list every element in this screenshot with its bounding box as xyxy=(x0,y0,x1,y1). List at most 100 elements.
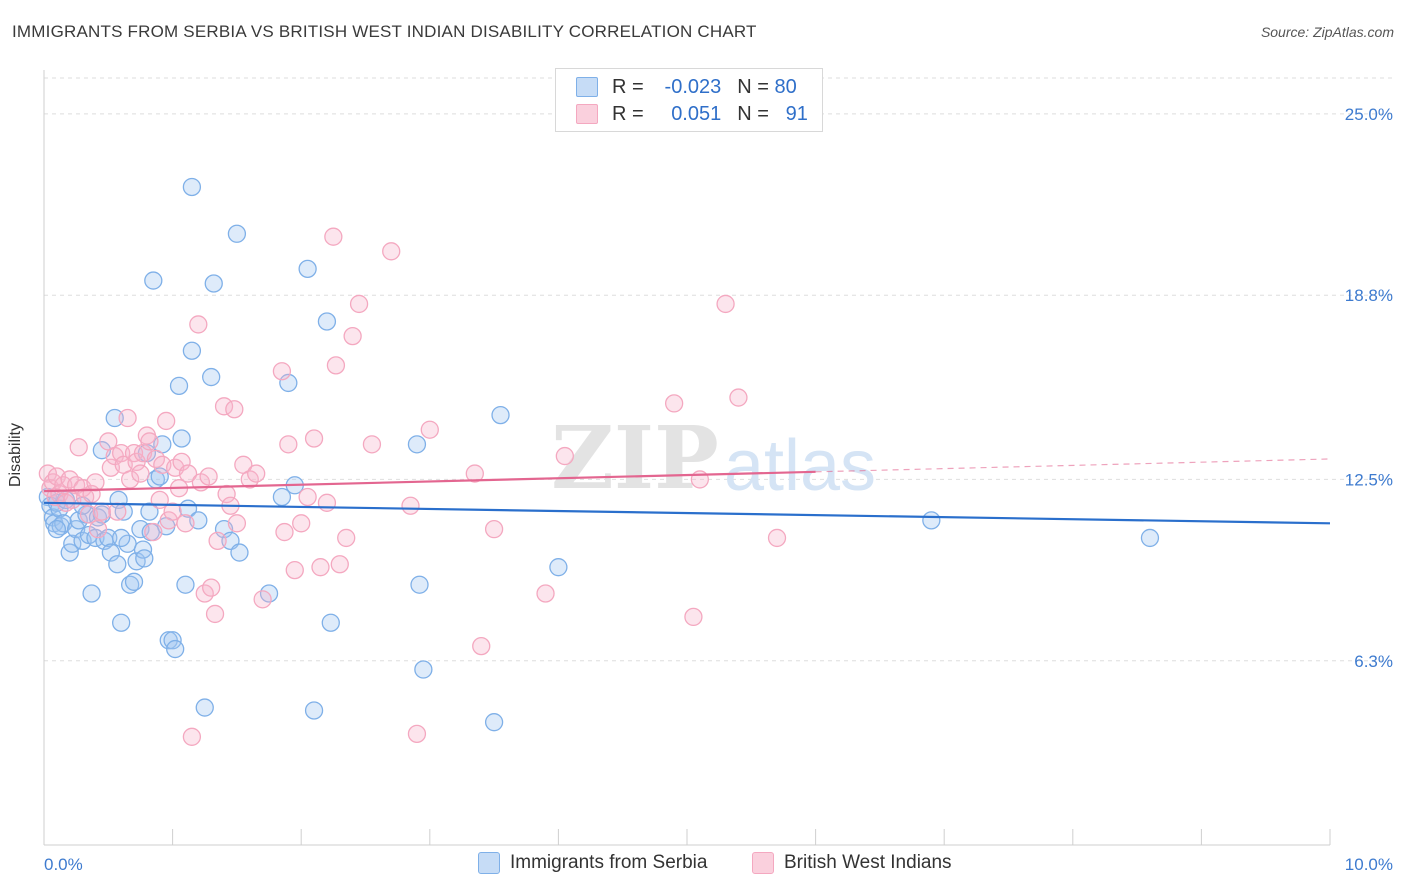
bwi-point xyxy=(362,435,382,454)
bwi-point xyxy=(382,242,401,261)
serbia-point xyxy=(47,520,67,539)
serbia-point xyxy=(108,555,127,574)
legend-item-bwi: British West Indians xyxy=(752,852,952,874)
watermark: ZIP atlas xyxy=(551,408,876,509)
x-tick-label: 0.0% xyxy=(44,855,83,874)
bwi-point xyxy=(407,724,427,744)
serbia-point xyxy=(922,511,941,530)
bwi-point xyxy=(92,502,112,521)
bwi-point xyxy=(285,560,304,580)
bwi-point xyxy=(131,464,150,483)
serbia-point xyxy=(112,613,131,632)
bwi-point xyxy=(465,464,484,483)
bwi-point xyxy=(176,514,195,533)
legend-label-serbia: Immigrants from Serbia xyxy=(510,852,708,873)
serbia-point xyxy=(135,549,154,568)
bwi-point xyxy=(118,408,137,428)
legend-r-value: 0.051 xyxy=(671,102,722,125)
serbia-point xyxy=(484,713,504,732)
y-tick-label: 12.5% xyxy=(1345,470,1393,489)
watermark-atlas: atlas xyxy=(724,426,876,506)
stats-legend: R = -0.023 N = 80 R = 0.051 N = 91 xyxy=(555,68,823,132)
bwi-point xyxy=(253,590,272,609)
bwi-point xyxy=(304,429,324,448)
bwi-point xyxy=(247,464,266,483)
serbia-point xyxy=(298,259,317,279)
bwi-point xyxy=(343,326,362,346)
serbia-point xyxy=(204,274,223,293)
serbia-point xyxy=(176,575,195,594)
bwi-point xyxy=(199,467,218,486)
bwi-point xyxy=(298,487,317,507)
bwi-point xyxy=(208,531,227,550)
legend-n-label: N = xyxy=(737,102,769,125)
serbia-point xyxy=(169,376,189,395)
bwi-trend-line xyxy=(43,470,816,493)
y-tick-label: 25.0% xyxy=(1345,105,1393,124)
bwi-point xyxy=(88,520,108,539)
bwi-point xyxy=(767,528,787,548)
bwi-point xyxy=(178,464,198,483)
bwi-point xyxy=(157,411,176,431)
serbia-trend-line xyxy=(43,501,1331,525)
y-tick-label: 18.8% xyxy=(1345,286,1393,305)
bwi-point xyxy=(311,558,330,577)
serbia-point xyxy=(321,613,340,632)
bwi-point xyxy=(86,473,105,492)
bwi-point xyxy=(536,584,555,603)
bwi-point xyxy=(330,555,349,574)
serbia-point xyxy=(195,698,214,717)
serbia-point xyxy=(182,177,202,197)
source-label: Source: ZipAtlas.com xyxy=(1260,24,1394,40)
bwi-point xyxy=(716,294,735,314)
serbia-point xyxy=(317,312,337,331)
serbia-point xyxy=(144,271,163,290)
bwi-point xyxy=(729,388,748,407)
serbia-point xyxy=(166,639,185,659)
bwi-point xyxy=(275,522,294,542)
bwi-point xyxy=(163,502,182,521)
bwi-point xyxy=(472,636,491,656)
bwi-point xyxy=(172,452,191,472)
serbia-point xyxy=(410,575,429,594)
serbia-point xyxy=(124,572,144,591)
bwi-point xyxy=(205,604,225,624)
serbia-point xyxy=(182,341,202,360)
bwi-point xyxy=(664,394,684,413)
x-tick-labels: 0.0% 10.0% xyxy=(44,855,1393,874)
legend-item-serbia: Immigrants from Serbia xyxy=(478,852,707,874)
serbia-point xyxy=(272,487,292,507)
serbia-point xyxy=(101,543,121,562)
bwi-point xyxy=(69,438,88,457)
bwi-point xyxy=(337,528,356,548)
bwi-point xyxy=(292,514,311,533)
serbia-point xyxy=(549,558,568,577)
bwi-point xyxy=(326,356,346,375)
legend-row-serbia: R = -0.023 N = 80 xyxy=(576,75,797,99)
legend-row-bwi: R = 0.051 N = 91 xyxy=(576,102,808,126)
bwi-point xyxy=(420,420,439,439)
serbia-point xyxy=(279,373,298,393)
serbia-point xyxy=(491,405,510,425)
bwi-point xyxy=(317,493,337,512)
bwi-point xyxy=(349,294,369,314)
bwi-point xyxy=(227,514,247,533)
serbia-point xyxy=(150,467,169,486)
legend-label-bwi: British West Indians xyxy=(784,852,952,873)
serbia-point xyxy=(414,660,433,679)
bwi-point xyxy=(225,400,244,419)
serbia-point xyxy=(230,543,249,562)
serbia-point xyxy=(304,701,324,720)
bwi-point xyxy=(684,607,703,627)
bwi-point xyxy=(112,443,131,463)
bwi-point xyxy=(484,520,504,539)
y-tick-labels: 6.3% 12.5% 18.8% 25.0% xyxy=(1345,105,1393,671)
bwi-point xyxy=(144,522,163,542)
bwi-point xyxy=(140,432,159,451)
serbia-point xyxy=(112,528,131,548)
serbia-point xyxy=(407,435,427,454)
serbia-point xyxy=(82,584,101,603)
serbia-point xyxy=(202,367,221,387)
legend-swatch-serbia xyxy=(576,77,598,97)
bwi-point xyxy=(279,435,298,454)
